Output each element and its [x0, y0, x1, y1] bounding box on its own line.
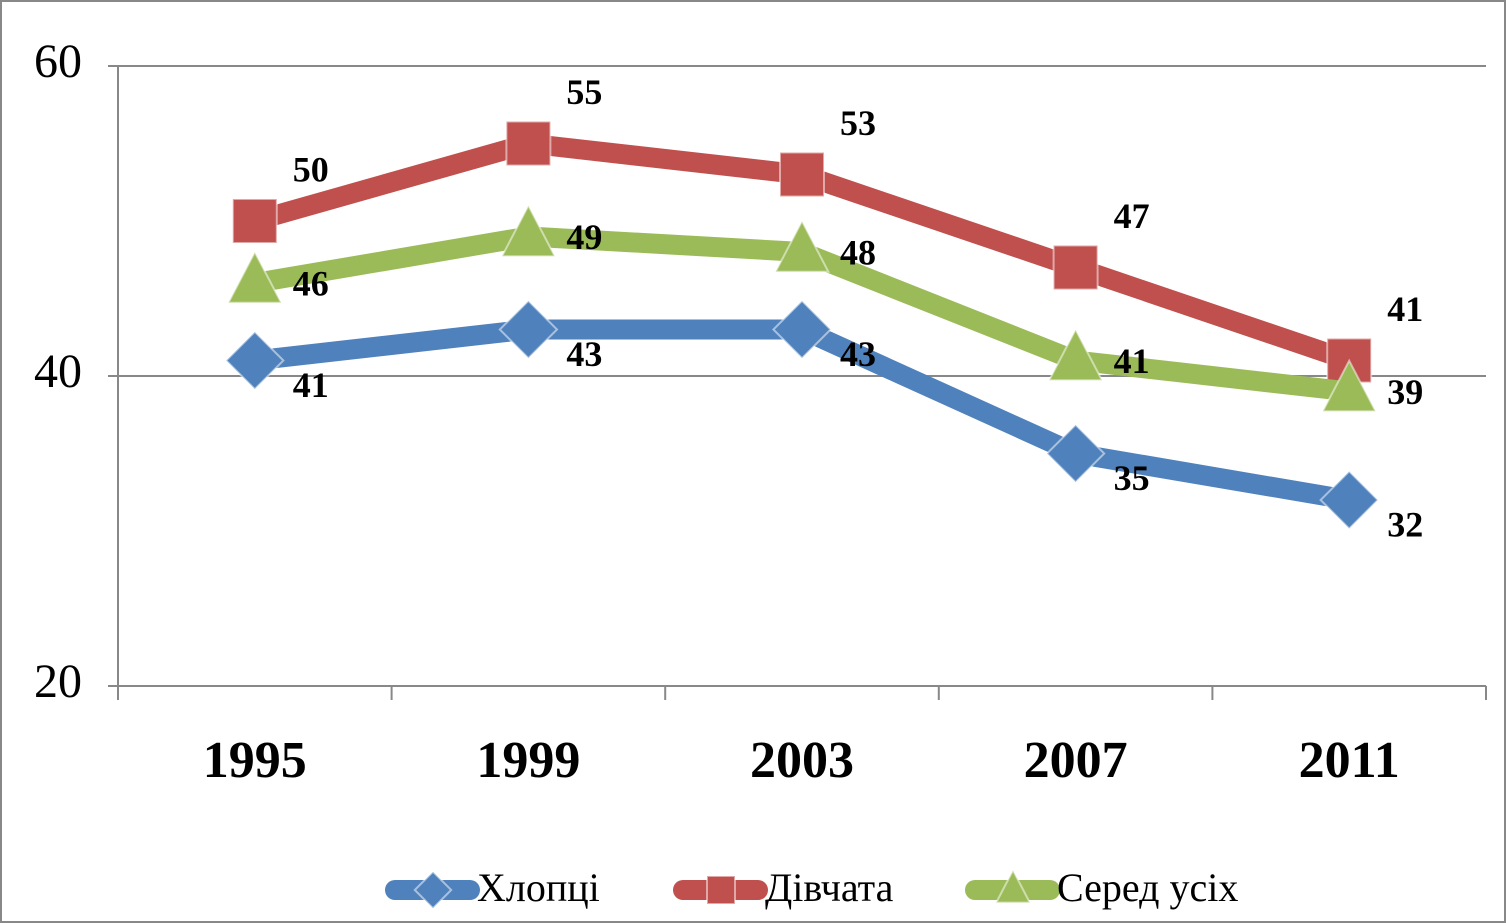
marker [505, 120, 552, 167]
data-label: 50 [293, 149, 329, 189]
x-tick-label: 2007 [1024, 732, 1128, 789]
x-tick-label: 2003 [750, 732, 854, 789]
data-label: 39 [1387, 372, 1423, 412]
marker [1052, 244, 1099, 291]
legend-label: Хлопці [477, 865, 600, 910]
data-label: 35 [1114, 458, 1150, 498]
y-tick-label: 40 [34, 345, 82, 398]
x-tick-label: 2011 [1299, 732, 1400, 789]
data-label: 32 [1387, 504, 1423, 544]
marker [224, 330, 285, 391]
x-tick-label: 1995 [203, 732, 307, 789]
marker [1045, 423, 1106, 484]
y-tick-label: 60 [34, 35, 82, 88]
marker [500, 203, 557, 258]
x-tick-label: 1999 [476, 732, 580, 789]
data-label: 49 [566, 217, 602, 257]
marker [231, 198, 278, 244]
data-label: 53 [840, 103, 876, 143]
marker [226, 250, 283, 304]
marker [773, 219, 831, 273]
data-label: 43 [840, 334, 876, 374]
legend-label: Серед усіх [1057, 865, 1238, 910]
marker [771, 299, 833, 360]
data-label: 41 [1114, 341, 1150, 381]
data-label: 43 [566, 334, 602, 374]
data-label: 41 [1387, 289, 1423, 329]
marker [498, 299, 559, 360]
data-label: 48 [840, 232, 876, 272]
marker [994, 868, 1032, 904]
marker [1321, 358, 1378, 413]
data-label: 55 [566, 72, 602, 112]
data-label: 46 [293, 263, 329, 303]
marker [1047, 327, 1104, 382]
y-tick-label: 20 [34, 655, 82, 708]
data-label: 41 [293, 365, 329, 405]
marker [1319, 469, 1380, 531]
marker [706, 875, 736, 905]
legend-label: Дівчата [765, 865, 894, 910]
marker [413, 870, 453, 910]
marker [779, 151, 825, 198]
data-label: 47 [1114, 196, 1150, 236]
